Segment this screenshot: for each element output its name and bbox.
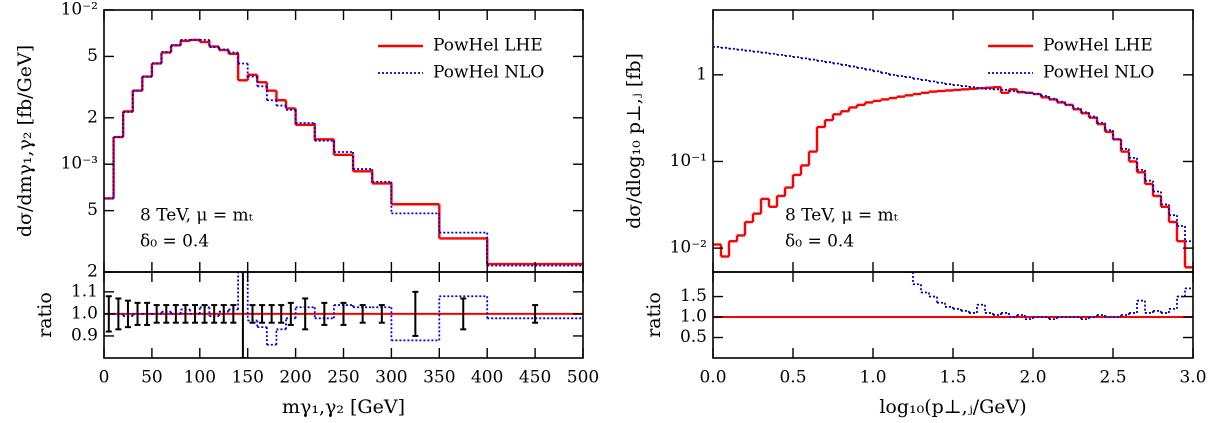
legend-label: PowHel NLO (433, 63, 544, 83)
plot-area (713, 272, 1193, 320)
x-tick-label: 500 (567, 368, 599, 388)
x-tick-label: 450 (519, 368, 551, 388)
annotation: δ₀ = 0.4 (140, 232, 209, 252)
x-tick-label: 50 (141, 368, 163, 388)
x-tick-label: 2.5 (1099, 368, 1126, 388)
y-tick-label: 1.1 (71, 281, 98, 301)
y-tick-label: 0.9 (71, 325, 98, 345)
y-axis-label: dσ/dmγ₁,γ₂ [fb/GeV] (14, 45, 36, 237)
panel-frame (712, 271, 1194, 359)
plot-area (713, 46, 1193, 269)
y-axis-label: dσ/dlog₁₀ p⊥,ⱼ [fb] (623, 53, 645, 229)
y-tick-label: 5 (87, 200, 98, 220)
y-tick-label: 1.0 (71, 303, 98, 323)
x-tick-label: 250 (327, 368, 359, 388)
legend-background (984, 62, 1180, 84)
legend-label: PowHel NLO (1043, 63, 1154, 83)
y-tick-label: 10⁻¹ (670, 151, 707, 171)
x-tick-label: 0 (99, 368, 110, 388)
y-tick-label: 10⁻² (670, 238, 707, 258)
legend-background (374, 35, 570, 57)
x-tick-label: 350 (423, 368, 455, 388)
legend-background (984, 35, 1180, 57)
y-tick-label: 1.5 (680, 286, 707, 306)
x-tick-label: 300 (375, 368, 407, 388)
panel-frame (103, 271, 584, 359)
y-tick-label: 10⁻² (61, 0, 98, 20)
x-tick-label: 1.5 (939, 368, 966, 388)
x-tick-label: 150 (231, 368, 263, 388)
x-axis-label: log₁₀(p⊥,ⱼ/GeV) (879, 396, 1026, 418)
y-tick-label: 1 (696, 64, 707, 84)
y-tick-label: 1.0 (680, 307, 707, 327)
y-tick-label: 2 (87, 107, 98, 127)
x-tick-label: 1.0 (859, 368, 886, 388)
annotation: δ₀ = 0.4 (785, 232, 854, 252)
y-tick-label: 2 (87, 262, 98, 282)
x-tick-label: 2.0 (1019, 368, 1046, 388)
legend-background (374, 62, 570, 84)
x-tick-label: 400 (471, 368, 503, 388)
x-tick-label: 3.0 (1179, 368, 1206, 388)
x-tick-label: 0.5 (779, 368, 806, 388)
y-axis-label: ratio (34, 292, 56, 338)
y-tick-label: 10⁻³ (61, 154, 98, 174)
y-tick-label: 5 (87, 46, 98, 66)
x-tick-label: 0.0 (699, 368, 726, 388)
plot-area (104, 272, 583, 358)
x-tick-label: 200 (279, 368, 311, 388)
y-tick-label: 0.5 (680, 327, 707, 347)
x-axis-label: mγ₁,γ₂ [GeV] (282, 396, 405, 418)
x-tick-label: 100 (184, 368, 216, 388)
legend-label: PowHel LHE (433, 36, 543, 56)
annotation: 8 TeV, μ = mₜ (140, 206, 254, 226)
y-axis-label: ratio (643, 292, 665, 338)
annotation: 8 TeV, μ = mₜ (785, 206, 899, 226)
plot-area (104, 38, 583, 267)
legend-label: PowHel LHE (1043, 36, 1153, 56)
